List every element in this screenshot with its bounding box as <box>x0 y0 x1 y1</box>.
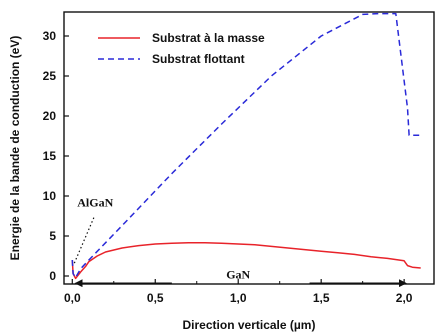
annotation-layer: AlGaN GaN <box>73 195 407 288</box>
series-line-2 <box>71 12 421 279</box>
y-axis-label: Energie de la bande de conduction (eV) <box>8 36 22 261</box>
plot-frame <box>63 11 435 285</box>
series-layer <box>71 12 421 280</box>
y-tick-label: 15 <box>43 149 57 163</box>
annotation-algan: AlGaN <box>77 195 113 209</box>
legend: Substrat à la masse Substrat flottant <box>98 31 265 66</box>
algan-pointer <box>73 217 95 265</box>
y-tick-label: 5 <box>49 229 56 243</box>
x-axis-label: Direction verticale (µm) <box>183 318 316 332</box>
y-tick-label: 20 <box>43 109 57 123</box>
x-tick-label: 0,5 <box>147 291 164 305</box>
annotation-gan: GaN <box>226 267 250 281</box>
legend-label-series-2: Substrat flottant <box>152 52 245 66</box>
x-tick-label: 2,0 <box>396 291 413 305</box>
legend-label-series-1: Substrat à la masse <box>152 31 265 45</box>
x-tick-label: 1,0 <box>230 291 247 305</box>
y-tick-label: 30 <box>43 29 57 43</box>
x-axis: 0,0 0,5 1,0 1,5 2,0 <box>64 279 413 305</box>
y-tick-label: 0 <box>49 269 56 283</box>
y-tick-label: 10 <box>43 189 57 203</box>
y-tick-label: 25 <box>43 69 57 83</box>
x-tick-label: 0,0 <box>64 291 81 305</box>
y-axis: 0 5 10 15 20 25 30 <box>43 29 69 283</box>
x-tick-label: 1,5 <box>313 291 330 305</box>
series-line-1 <box>71 242 421 280</box>
